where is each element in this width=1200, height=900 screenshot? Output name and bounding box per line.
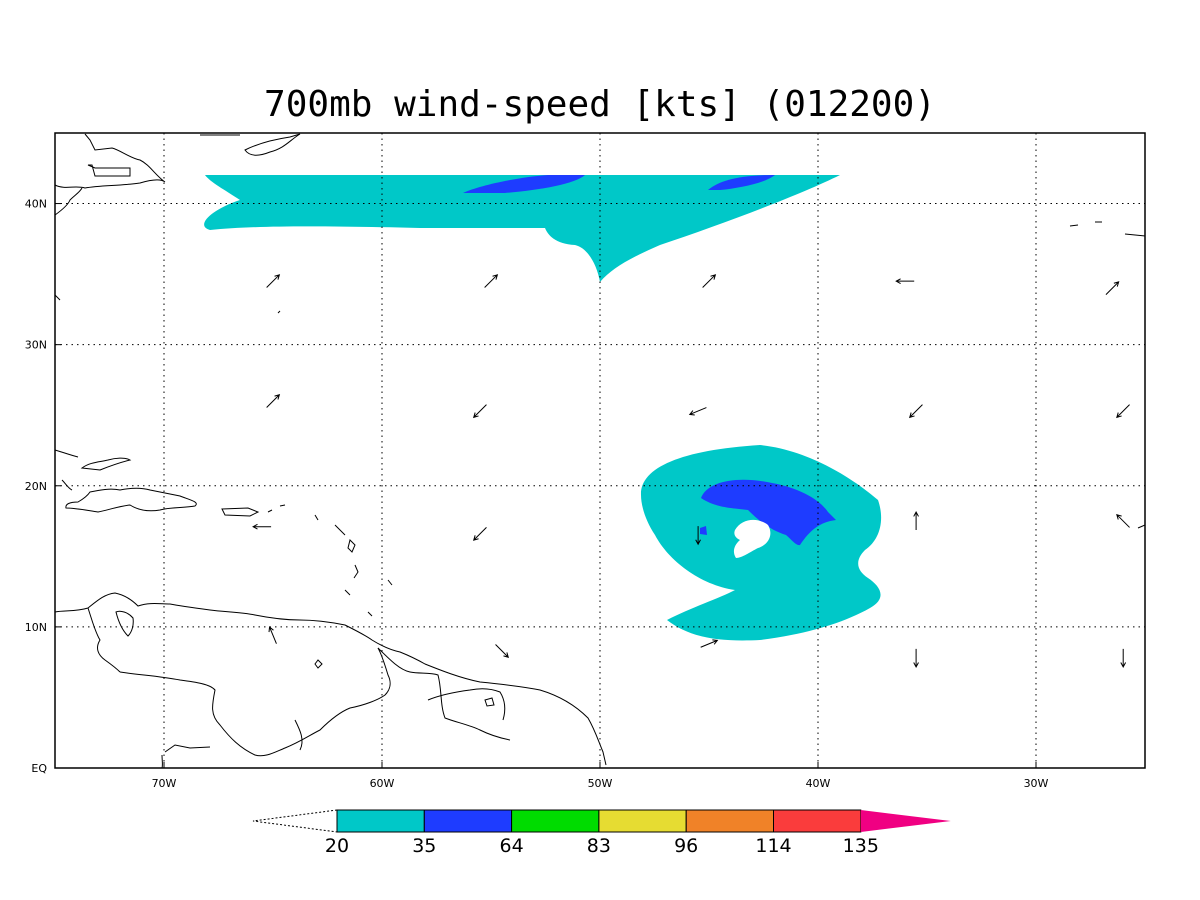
lat-tick-label-2: 20N	[25, 480, 47, 493]
wind-vector-7	[688, 407, 707, 416]
wind-vector-3	[895, 278, 915, 285]
colorbar-segment-4	[685, 809, 775, 833]
axis-labels: 70W 60W 50W 40W 30W EQ 10N 20N 30N 40N	[25, 198, 1049, 790]
wind-vector-8	[908, 404, 923, 419]
wind-vector-2	[702, 274, 717, 288]
wind-vectors	[252, 274, 1130, 668]
lat-tick-label-0: EQ	[31, 762, 47, 775]
lon-tick-label-4: 30W	[1024, 777, 1049, 790]
coastlines	[54, 133, 1146, 769]
lat-tick-label-4: 40N	[25, 198, 47, 211]
lon-tick-label-2: 50W	[588, 777, 613, 790]
wind-vector-1	[484, 274, 499, 288]
colorbar-segment-1	[423, 809, 513, 833]
wind-vector-16	[495, 644, 510, 658]
wind-band-north-35-64-b	[708, 175, 775, 190]
colorbar-segment-2	[511, 809, 600, 833]
wind-vector-15	[268, 626, 277, 644]
wind-band-north-35-64-a	[463, 175, 585, 193]
lon-tick-label-0: 70W	[152, 777, 177, 790]
wind-vector-4	[1105, 281, 1120, 295]
wind-vector-13	[913, 511, 919, 531]
lon-tick-label-3: 40W	[806, 777, 831, 790]
wind-vector-19	[1120, 648, 1127, 668]
colorbar-label-6: 135	[843, 835, 879, 857]
colorbar-label-2: 64	[500, 835, 524, 857]
colorbar-above-triangle	[860, 810, 951, 832]
lon-tick-label-1: 60W	[370, 777, 395, 790]
colorbar-below-triangle	[252, 809, 338, 833]
wind-vector-11	[472, 527, 487, 541]
lat-lon-grid	[55, 133, 1145, 768]
lat-tick-label-3: 30N	[25, 339, 47, 352]
wind-vector-5	[266, 394, 281, 408]
wind-vector-17	[700, 639, 719, 648]
map-title: 700mb wind-speed [kts] (012200)	[264, 84, 936, 125]
cyclone-eye-calm	[733, 519, 771, 558]
colorbar-label-4: 96	[674, 835, 698, 857]
wind-vector-12	[695, 526, 701, 546]
wind-vector-6	[472, 404, 487, 419]
wind-vector-9	[1116, 404, 1130, 419]
colorbar-segment-3	[598, 809, 687, 833]
colorbar-segment-0	[336, 809, 425, 833]
colorbar-label-1: 35	[412, 835, 436, 857]
colorbar-segment-5	[773, 809, 862, 833]
cyclone-35-64	[701, 479, 836, 546]
colorbar-label-0: 20	[325, 835, 349, 857]
wind-vector-18	[913, 648, 919, 668]
colorbar-label-5: 114	[755, 835, 791, 857]
cyclone-35-64-small	[700, 526, 707, 535]
colorbar: 20 35 64 83 96 114 135	[252, 809, 951, 857]
lat-tick-label-1: 10N	[25, 621, 47, 634]
map-plot-area: 70W 60W 50W 40W 30W EQ 10N 20N 30N 40N	[25, 132, 1146, 790]
wind-vector-0	[266, 274, 281, 288]
wind-vector-10	[252, 523, 272, 530]
colorbar-label-3: 83	[587, 835, 611, 857]
wind-vector-14	[1116, 513, 1130, 528]
wind-band-north-20-35	[204, 175, 841, 282]
